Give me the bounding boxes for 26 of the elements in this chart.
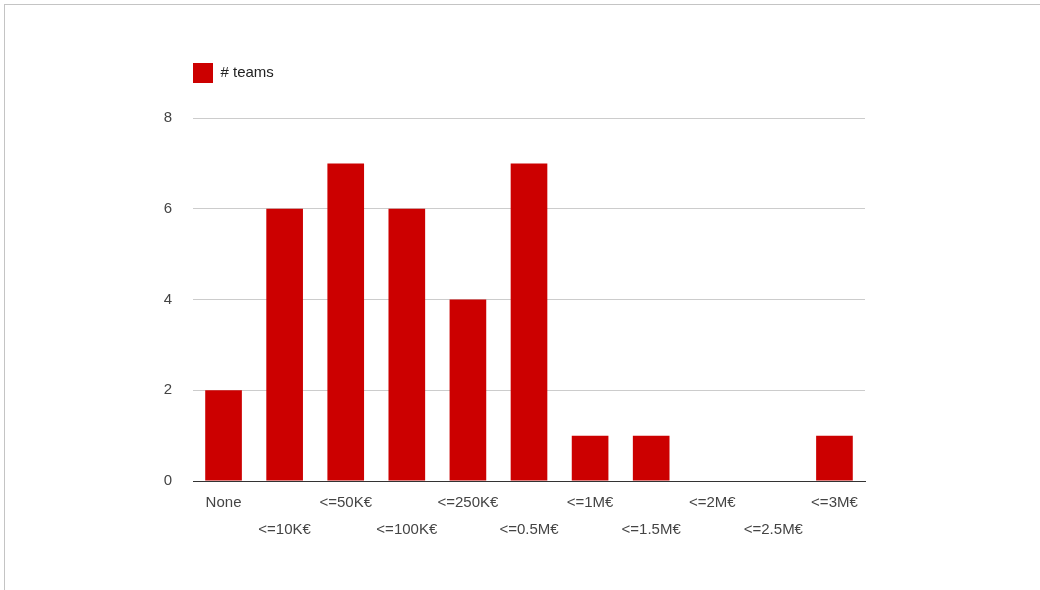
x-tick-label: <=0.5M€	[499, 519, 560, 537]
bar	[571, 435, 609, 481]
y-tick-label: 8	[163, 108, 172, 126]
x-tick-label: None	[205, 492, 242, 510]
bar	[388, 208, 426, 481]
x-tick-label: <=1.5M€	[621, 519, 682, 537]
legend-label: # teams	[220, 63, 274, 81]
bar	[816, 435, 853, 481]
x-tick-label: <=10K€	[258, 519, 312, 537]
bar	[266, 208, 303, 481]
x-tick-label: <=1M€	[566, 492, 615, 510]
bar	[510, 163, 548, 481]
x-tick-label: <=2.5M€	[743, 519, 804, 537]
bar	[205, 390, 242, 481]
x-tick-label: <=2M€	[688, 492, 737, 510]
y-tick-label: 2	[163, 380, 172, 398]
bar	[327, 163, 365, 481]
x-tick-label: <=250K€	[437, 492, 500, 510]
y-tick-label: 0	[163, 471, 172, 489]
y-tick-label: 6	[163, 198, 172, 216]
bar	[449, 299, 487, 481]
x-tick-label: <=100K€	[376, 519, 438, 537]
bar	[632, 435, 670, 481]
y-tick-label: 4	[163, 289, 172, 307]
x-tick-label: <=3M€	[811, 492, 859, 510]
x-tick-label: <=50K€	[319, 492, 373, 510]
